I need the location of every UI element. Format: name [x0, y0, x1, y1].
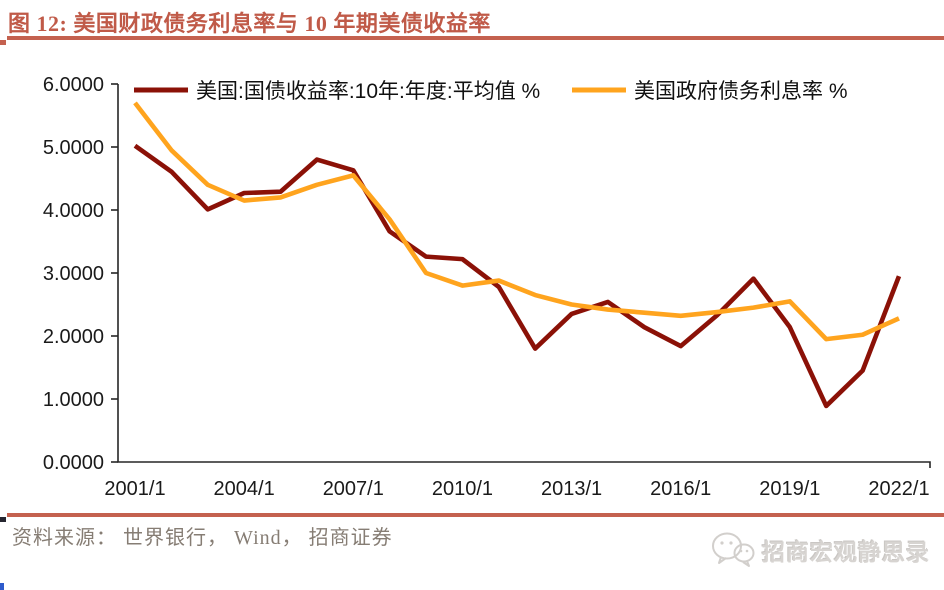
watermark-label: 招商宏观静思录: [762, 539, 930, 565]
source-divider-accent: [0, 517, 6, 522]
series-line: [133, 143, 902, 409]
line-chart: 0.0000 1.0000 2.0000 3.0000 4.0000 5.0000 6.00…: [43, 74, 931, 500]
figure-title: 图 12: 美国财政债务利息率与 10 年期美债收益率: [8, 11, 491, 36]
x-axis-label: 2022/1: [868, 478, 929, 500]
title-divider-accent: [0, 40, 6, 45]
title-divider: [7, 36, 944, 40]
source-divider: [7, 513, 944, 517]
corner-mark: [0, 583, 4, 590]
x-axis-label: 2013/1: [541, 478, 602, 500]
axis: [117, 84, 931, 468]
y-axis-label: 6.0000: [43, 74, 104, 96]
y-axis-label: 3.0000: [43, 263, 104, 285]
y-axis-label: 4.0000: [43, 200, 104, 222]
y-axis-label: 0.0000: [43, 452, 104, 474]
legend-label: 美国:国债收益率:10年:年度:平均值 %: [196, 80, 540, 103]
wechat-logo-icon: [712, 532, 755, 567]
y-axis-label: 1.0000: [43, 389, 104, 411]
series-line: [133, 101, 900, 342]
x-axis-label: 2010/1: [432, 478, 493, 500]
legend-label: 美国政府债务利息率 %: [634, 80, 848, 103]
source-note: 资料来源： 世界银行， Wind， 招商证券: [12, 527, 393, 549]
watermark: 招商宏观静思录: [711, 531, 930, 569]
x-axis-label: 2007/1: [323, 478, 384, 500]
x-axis-label: 2016/1: [650, 478, 711, 500]
y-axis-label: 5.0000: [43, 137, 104, 159]
x-axis-label: 2001/1: [104, 478, 165, 500]
x-axis-label: 2019/1: [759, 478, 820, 500]
x-axis-label: 2004/1: [214, 478, 275, 500]
y-axis-label: 2.0000: [43, 326, 104, 348]
